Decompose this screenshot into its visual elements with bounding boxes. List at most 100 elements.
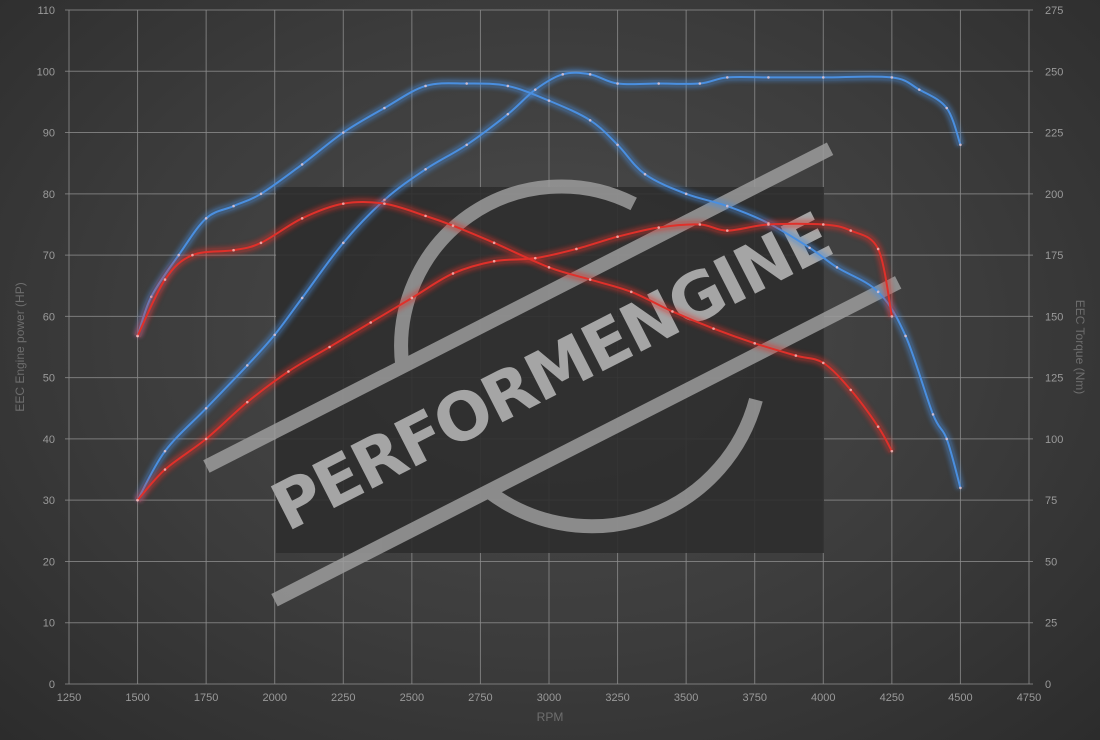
- left-y-tick-label: 20: [43, 556, 55, 568]
- data-point: [451, 272, 455, 275]
- data-point: [341, 131, 345, 134]
- right-y-tick-label: 125: [1045, 373, 1063, 385]
- data-point: [177, 253, 181, 257]
- data-point: [917, 88, 921, 91]
- data-point: [588, 278, 592, 281]
- x-tick-label: 3500: [674, 692, 698, 704]
- data-point: [821, 361, 825, 365]
- right-y-tick-label: 50: [1045, 556, 1057, 568]
- right-y-axis-label: EEC Torque (Nm): [1073, 300, 1087, 394]
- data-point: [835, 266, 839, 269]
- data-point: [136, 334, 139, 338]
- data-point: [725, 204, 729, 208]
- data-point: [643, 172, 647, 176]
- data-point: [588, 73, 592, 76]
- series-red-power: [134, 220, 896, 503]
- data-point: [725, 229, 729, 232]
- data-point: [465, 82, 469, 85]
- data-point: [945, 437, 949, 441]
- left-y-tick-label: 80: [43, 189, 55, 201]
- right-y-tick-label: 200: [1045, 189, 1063, 201]
- data-point: [890, 315, 894, 318]
- data-point: [808, 246, 811, 250]
- data-point: [533, 88, 537, 91]
- data-point: [204, 406, 208, 410]
- right-y-tick-label: 250: [1045, 66, 1063, 78]
- right-y-tick-label: 0: [1045, 679, 1051, 691]
- right-y-tick-label: 75: [1045, 495, 1057, 507]
- data-point: [767, 223, 770, 226]
- data-point: [300, 217, 304, 220]
- data-point: [849, 388, 853, 392]
- left-y-tick-label: 30: [43, 495, 55, 507]
- data-point: [163, 468, 167, 471]
- left-y-tick-label: 40: [43, 434, 55, 446]
- x-tick-label: 1250: [57, 692, 81, 704]
- data-point: [959, 486, 962, 490]
- data-point: [725, 76, 729, 79]
- right-y-tick-label: 150: [1045, 311, 1063, 323]
- data-point: [876, 425, 880, 428]
- series-blue-power: [134, 69, 964, 502]
- data-point: [588, 118, 592, 122]
- data-point: [163, 449, 167, 453]
- left-y-axis-label: EEC Engine power (HP): [13, 282, 27, 411]
- left-y-tick-label: 110: [37, 5, 55, 17]
- data-point: [657, 82, 661, 85]
- left-y-tick-label: 70: [43, 250, 55, 262]
- data-point: [369, 321, 373, 324]
- x-tick-label: 4000: [811, 692, 835, 704]
- data-point: [300, 163, 304, 166]
- data-point: [341, 202, 345, 205]
- data-point: [328, 345, 331, 349]
- data-point: [821, 76, 825, 79]
- data-point: [616, 143, 619, 147]
- data-point: [753, 342, 757, 345]
- x-tick-label: 2750: [468, 692, 492, 704]
- data-point: [547, 99, 551, 102]
- data-point: [657, 226, 661, 229]
- x-tick-label: 2250: [331, 692, 355, 704]
- data-point: [616, 82, 619, 85]
- data-point: [959, 143, 962, 147]
- data-point: [575, 247, 578, 251]
- series-red-torque: [134, 198, 895, 453]
- data-point: [136, 498, 139, 502]
- data-point: [506, 112, 510, 116]
- left-y-tick-label: 100: [37, 66, 55, 78]
- x-tick-label: 2500: [400, 692, 424, 704]
- right-y-tick-label: 225: [1045, 128, 1063, 140]
- data-point: [849, 229, 853, 232]
- x-tick-label: 1500: [125, 692, 149, 704]
- data-point: [931, 413, 935, 416]
- data-point: [259, 241, 263, 245]
- right-y-tick-label: 175: [1045, 250, 1063, 262]
- data-point: [698, 223, 702, 226]
- x-tick-label: 3250: [605, 692, 629, 704]
- left-y-tick-label: 90: [43, 128, 55, 140]
- data-point: [300, 296, 304, 300]
- left-y-tick-label: 0: [49, 679, 55, 691]
- data-point: [245, 400, 249, 404]
- left-y-tick-label: 10: [43, 618, 55, 630]
- x-tick-label: 4500: [948, 692, 972, 704]
- series-line: [136, 200, 893, 452]
- performengine-logo-watermark: PERFORMENGINE: [203, 142, 902, 607]
- x-tick-label: 4750: [1017, 692, 1041, 704]
- data-point: [273, 333, 277, 337]
- data-point: [616, 235, 619, 239]
- data-point: [506, 84, 510, 88]
- data-point: [561, 73, 565, 76]
- data-point: [904, 334, 907, 338]
- x-tick-label: 3000: [537, 692, 561, 704]
- data-point: [547, 266, 551, 269]
- data-point: [287, 370, 290, 373]
- data-point: [341, 241, 345, 245]
- data-point: [424, 168, 427, 171]
- data-point: [204, 217, 208, 220]
- x-tick-label: 1750: [194, 692, 218, 704]
- data-point: [410, 296, 414, 300]
- data-point: [698, 82, 702, 85]
- data-point: [794, 354, 798, 357]
